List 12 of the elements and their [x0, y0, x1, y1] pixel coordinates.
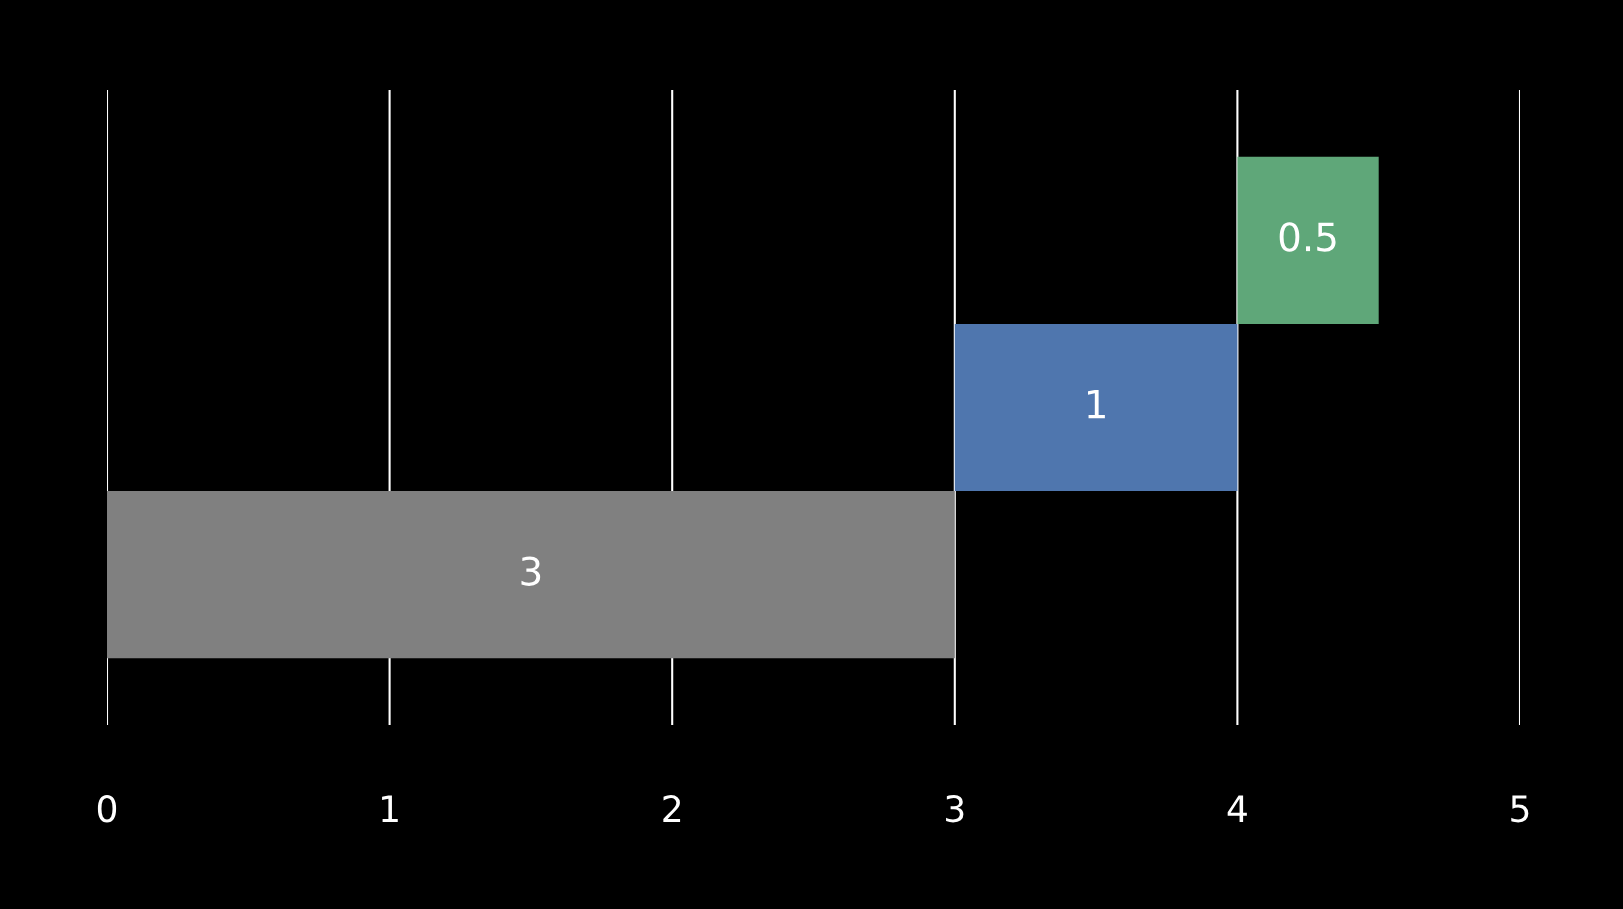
data-label: 0.5 [1279, 222, 1336, 252]
x-tick-label: 1 [382, 795, 398, 822]
data-label: 1 [1088, 389, 1105, 419]
bar [954, 323, 1238, 492]
x-tick-label: 5 [1511, 795, 1529, 823]
bar [107, 491, 955, 659]
data-label: 3 [521, 556, 541, 586]
x-tick-label: 0 [97, 795, 117, 823]
x-tick-label: 2 [663, 795, 681, 822]
bar [1237, 156, 1379, 324]
x-tick-label: 4 [1227, 795, 1247, 822]
x-tick-label: 3 [946, 795, 964, 823]
